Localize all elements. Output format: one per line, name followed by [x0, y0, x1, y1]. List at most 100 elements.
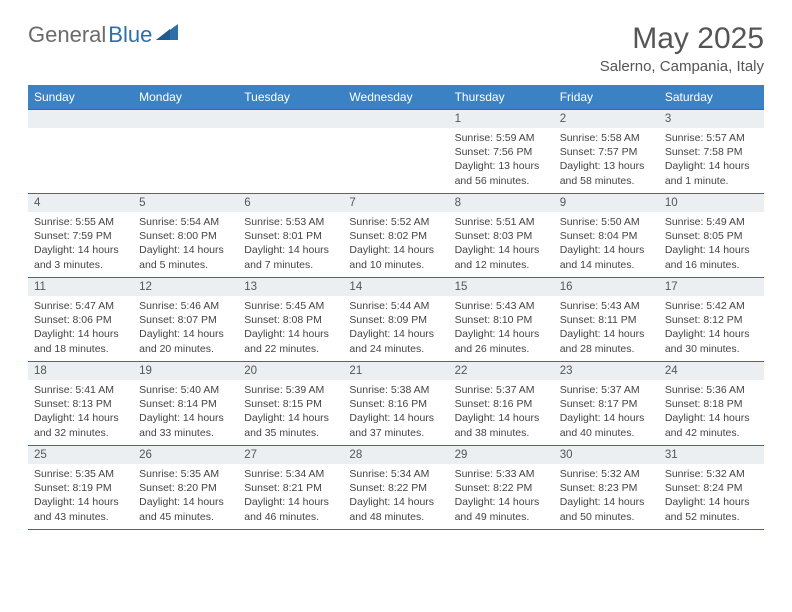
sunset-text: Sunset: 8:12 PM	[665, 313, 758, 327]
day-content: Sunrise: 5:50 AMSunset: 8:04 PMDaylight:…	[554, 212, 659, 276]
day-number: 5	[133, 194, 238, 212]
weekday-header: Monday	[133, 85, 238, 110]
calendar-day-cell: 15Sunrise: 5:43 AMSunset: 8:10 PMDayligh…	[449, 278, 554, 362]
day-content: Sunrise: 5:57 AMSunset: 7:58 PMDaylight:…	[659, 128, 764, 192]
calendar-day-cell	[28, 110, 133, 194]
day-content: Sunrise: 5:38 AMSunset: 8:16 PMDaylight:…	[343, 380, 448, 444]
calendar-day-cell: 31Sunrise: 5:32 AMSunset: 8:24 PMDayligh…	[659, 446, 764, 530]
day-number: 25	[28, 446, 133, 464]
daylight-text: Daylight: 14 hours and 38 minutes.	[455, 411, 548, 439]
sunset-text: Sunset: 8:22 PM	[455, 481, 548, 495]
calendar-day-cell: 18Sunrise: 5:41 AMSunset: 8:13 PMDayligh…	[28, 362, 133, 446]
logo: GeneralBlue	[28, 22, 178, 48]
day-number: 16	[554, 278, 659, 296]
day-number: 8	[449, 194, 554, 212]
day-number: 10	[659, 194, 764, 212]
day-number: 31	[659, 446, 764, 464]
weekday-header: Friday	[554, 85, 659, 110]
sunset-text: Sunset: 8:22 PM	[349, 481, 442, 495]
day-content: Sunrise: 5:32 AMSunset: 8:23 PMDaylight:…	[554, 464, 659, 528]
daylight-text: Daylight: 14 hours and 5 minutes.	[139, 243, 232, 271]
day-content: Sunrise: 5:55 AMSunset: 7:59 PMDaylight:…	[28, 212, 133, 276]
calendar-week-row: 1Sunrise: 5:59 AMSunset: 7:56 PMDaylight…	[28, 110, 764, 194]
title-block: May 2025 Salerno, Campania, Italy	[600, 22, 764, 75]
calendar-day-cell: 4Sunrise: 5:55 AMSunset: 7:59 PMDaylight…	[28, 194, 133, 278]
day-content: Sunrise: 5:52 AMSunset: 8:02 PMDaylight:…	[343, 212, 448, 276]
daylight-text: Daylight: 14 hours and 1 minute.	[665, 159, 758, 187]
sunset-text: Sunset: 8:09 PM	[349, 313, 442, 327]
daylight-text: Daylight: 14 hours and 3 minutes.	[34, 243, 127, 271]
day-number: 28	[343, 446, 448, 464]
calendar-day-cell: 7Sunrise: 5:52 AMSunset: 8:02 PMDaylight…	[343, 194, 448, 278]
day-number: 11	[28, 278, 133, 296]
calendar-day-cell: 30Sunrise: 5:32 AMSunset: 8:23 PMDayligh…	[554, 446, 659, 530]
calendar-body: 1Sunrise: 5:59 AMSunset: 7:56 PMDaylight…	[28, 110, 764, 530]
calendar-day-cell: 20Sunrise: 5:39 AMSunset: 8:15 PMDayligh…	[238, 362, 343, 446]
day-number: 3	[659, 110, 764, 128]
sunset-text: Sunset: 8:03 PM	[455, 229, 548, 243]
sunrise-text: Sunrise: 5:45 AM	[244, 299, 337, 313]
day-number: 4	[28, 194, 133, 212]
daylight-text: Daylight: 14 hours and 18 minutes.	[34, 327, 127, 355]
sunrise-text: Sunrise: 5:52 AM	[349, 215, 442, 229]
calendar-day-cell: 29Sunrise: 5:33 AMSunset: 8:22 PMDayligh…	[449, 446, 554, 530]
calendar-day-cell	[238, 110, 343, 194]
sunset-text: Sunset: 8:15 PM	[244, 397, 337, 411]
sunset-text: Sunset: 8:19 PM	[34, 481, 127, 495]
calendar-day-cell: 14Sunrise: 5:44 AMSunset: 8:09 PMDayligh…	[343, 278, 448, 362]
daylight-text: Daylight: 14 hours and 24 minutes.	[349, 327, 442, 355]
day-number: 21	[343, 362, 448, 380]
day-number: 18	[28, 362, 133, 380]
page-subtitle: Salerno, Campania, Italy	[600, 58, 764, 75]
sunset-text: Sunset: 8:16 PM	[455, 397, 548, 411]
sunset-text: Sunset: 8:04 PM	[560, 229, 653, 243]
sunset-text: Sunset: 8:05 PM	[665, 229, 758, 243]
day-number: 7	[343, 194, 448, 212]
sunrise-text: Sunrise: 5:58 AM	[560, 131, 653, 145]
sunset-text: Sunset: 8:24 PM	[665, 481, 758, 495]
calendar-day-cell: 21Sunrise: 5:38 AMSunset: 8:16 PMDayligh…	[343, 362, 448, 446]
sunset-text: Sunset: 7:59 PM	[34, 229, 127, 243]
sunset-text: Sunset: 8:01 PM	[244, 229, 337, 243]
daylight-text: Daylight: 13 hours and 58 minutes.	[560, 159, 653, 187]
sunrise-text: Sunrise: 5:40 AM	[139, 383, 232, 397]
day-content: Sunrise: 5:51 AMSunset: 8:03 PMDaylight:…	[449, 212, 554, 276]
day-content: Sunrise: 5:32 AMSunset: 8:24 PMDaylight:…	[659, 464, 764, 528]
day-content: Sunrise: 5:59 AMSunset: 7:56 PMDaylight:…	[449, 128, 554, 192]
sunset-text: Sunset: 8:07 PM	[139, 313, 232, 327]
calendar-day-cell: 23Sunrise: 5:37 AMSunset: 8:17 PMDayligh…	[554, 362, 659, 446]
day-number: 6	[238, 194, 343, 212]
sunrise-text: Sunrise: 5:32 AM	[665, 467, 758, 481]
sunrise-text: Sunrise: 5:55 AM	[34, 215, 127, 229]
sunrise-text: Sunrise: 5:43 AM	[455, 299, 548, 313]
sunrise-text: Sunrise: 5:43 AM	[560, 299, 653, 313]
day-content: Sunrise: 5:54 AMSunset: 8:00 PMDaylight:…	[133, 212, 238, 276]
day-number: 29	[449, 446, 554, 464]
daylight-text: Daylight: 13 hours and 56 minutes.	[455, 159, 548, 187]
daylight-text: Daylight: 14 hours and 10 minutes.	[349, 243, 442, 271]
calendar-day-cell: 1Sunrise: 5:59 AMSunset: 7:56 PMDaylight…	[449, 110, 554, 194]
calendar-day-cell: 17Sunrise: 5:42 AMSunset: 8:12 PMDayligh…	[659, 278, 764, 362]
daylight-text: Daylight: 14 hours and 12 minutes.	[455, 243, 548, 271]
calendar-day-cell: 11Sunrise: 5:47 AMSunset: 8:06 PMDayligh…	[28, 278, 133, 362]
daylight-text: Daylight: 14 hours and 22 minutes.	[244, 327, 337, 355]
sunrise-text: Sunrise: 5:54 AM	[139, 215, 232, 229]
day-content: Sunrise: 5:40 AMSunset: 8:14 PMDaylight:…	[133, 380, 238, 444]
day-number: 24	[659, 362, 764, 380]
daylight-text: Daylight: 14 hours and 33 minutes.	[139, 411, 232, 439]
weekday-header: Sunday	[28, 85, 133, 110]
day-number-empty	[28, 110, 133, 128]
calendar-day-cell: 12Sunrise: 5:46 AMSunset: 8:07 PMDayligh…	[133, 278, 238, 362]
daylight-text: Daylight: 14 hours and 50 minutes.	[560, 495, 653, 523]
sunrise-text: Sunrise: 5:59 AM	[455, 131, 548, 145]
weekday-header: Tuesday	[238, 85, 343, 110]
calendar-day-cell: 19Sunrise: 5:40 AMSunset: 8:14 PMDayligh…	[133, 362, 238, 446]
daylight-text: Daylight: 14 hours and 48 minutes.	[349, 495, 442, 523]
logo-text-gray: General	[28, 22, 106, 48]
sunrise-text: Sunrise: 5:51 AM	[455, 215, 548, 229]
sunrise-text: Sunrise: 5:34 AM	[349, 467, 442, 481]
day-number: 20	[238, 362, 343, 380]
daylight-text: Daylight: 14 hours and 42 minutes.	[665, 411, 758, 439]
day-content: Sunrise: 5:46 AMSunset: 8:07 PMDaylight:…	[133, 296, 238, 360]
day-content: Sunrise: 5:41 AMSunset: 8:13 PMDaylight:…	[28, 380, 133, 444]
